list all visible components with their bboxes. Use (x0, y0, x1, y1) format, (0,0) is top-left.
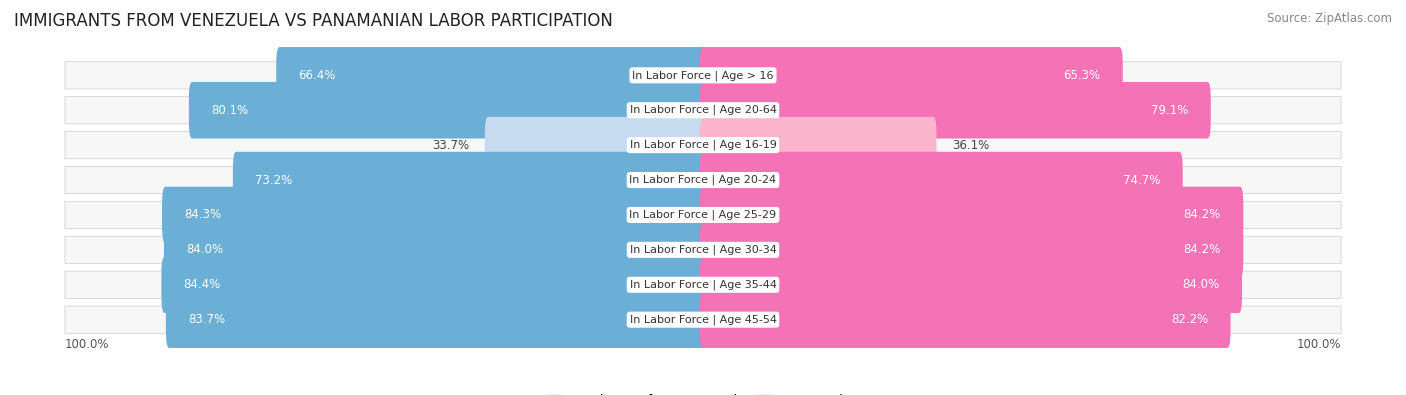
FancyBboxPatch shape (65, 236, 1341, 263)
FancyBboxPatch shape (700, 47, 1123, 103)
Text: 84.0%: 84.0% (186, 243, 224, 256)
FancyBboxPatch shape (700, 292, 1230, 348)
Text: 84.2%: 84.2% (1184, 243, 1220, 256)
Text: In Labor Force | Age > 16: In Labor Force | Age > 16 (633, 70, 773, 81)
FancyBboxPatch shape (65, 132, 1341, 159)
FancyBboxPatch shape (65, 62, 1341, 89)
FancyBboxPatch shape (276, 47, 706, 103)
Text: In Labor Force | Age 20-64: In Labor Force | Age 20-64 (630, 105, 776, 115)
Text: 33.7%: 33.7% (432, 139, 468, 152)
Text: 79.1%: 79.1% (1152, 104, 1188, 117)
Text: In Labor Force | Age 16-19: In Labor Force | Age 16-19 (630, 140, 776, 150)
Text: 74.7%: 74.7% (1123, 173, 1160, 186)
Text: IMMIGRANTS FROM VENEZUELA VS PANAMANIAN LABOR PARTICIPATION: IMMIGRANTS FROM VENEZUELA VS PANAMANIAN … (14, 12, 613, 30)
FancyBboxPatch shape (233, 152, 706, 208)
Text: 73.2%: 73.2% (256, 173, 292, 186)
Text: 83.7%: 83.7% (188, 313, 225, 326)
FancyBboxPatch shape (700, 152, 1182, 208)
FancyBboxPatch shape (700, 256, 1241, 313)
Legend: Immigrants from Venezuela, Panamanian: Immigrants from Venezuela, Panamanian (547, 394, 859, 395)
Text: In Labor Force | Age 20-24: In Labor Force | Age 20-24 (630, 175, 776, 185)
Text: 84.0%: 84.0% (1182, 278, 1219, 291)
Text: In Labor Force | Age 45-54: In Labor Force | Age 45-54 (630, 314, 776, 325)
FancyBboxPatch shape (700, 117, 936, 173)
Text: In Labor Force | Age 25-29: In Labor Force | Age 25-29 (630, 210, 776, 220)
FancyBboxPatch shape (165, 222, 706, 278)
Text: Source: ZipAtlas.com: Source: ZipAtlas.com (1267, 12, 1392, 25)
FancyBboxPatch shape (188, 82, 706, 139)
FancyBboxPatch shape (700, 82, 1211, 139)
Text: 80.1%: 80.1% (211, 104, 249, 117)
Text: 36.1%: 36.1% (952, 139, 990, 152)
FancyBboxPatch shape (485, 117, 706, 173)
Text: 100.0%: 100.0% (1296, 338, 1341, 351)
FancyBboxPatch shape (166, 292, 706, 348)
Text: 84.4%: 84.4% (184, 278, 221, 291)
Text: 66.4%: 66.4% (298, 69, 336, 82)
FancyBboxPatch shape (700, 187, 1243, 243)
FancyBboxPatch shape (65, 201, 1341, 229)
FancyBboxPatch shape (162, 187, 706, 243)
Text: 84.2%: 84.2% (1184, 209, 1220, 222)
Text: 65.3%: 65.3% (1063, 69, 1101, 82)
FancyBboxPatch shape (65, 166, 1341, 194)
FancyBboxPatch shape (162, 256, 706, 313)
FancyBboxPatch shape (65, 306, 1341, 333)
FancyBboxPatch shape (65, 271, 1341, 298)
Text: In Labor Force | Age 30-34: In Labor Force | Age 30-34 (630, 245, 776, 255)
Text: In Labor Force | Age 35-44: In Labor Force | Age 35-44 (630, 280, 776, 290)
FancyBboxPatch shape (700, 222, 1243, 278)
Text: 82.2%: 82.2% (1171, 313, 1208, 326)
Text: 100.0%: 100.0% (65, 338, 110, 351)
FancyBboxPatch shape (65, 97, 1341, 124)
Text: 84.3%: 84.3% (184, 209, 222, 222)
